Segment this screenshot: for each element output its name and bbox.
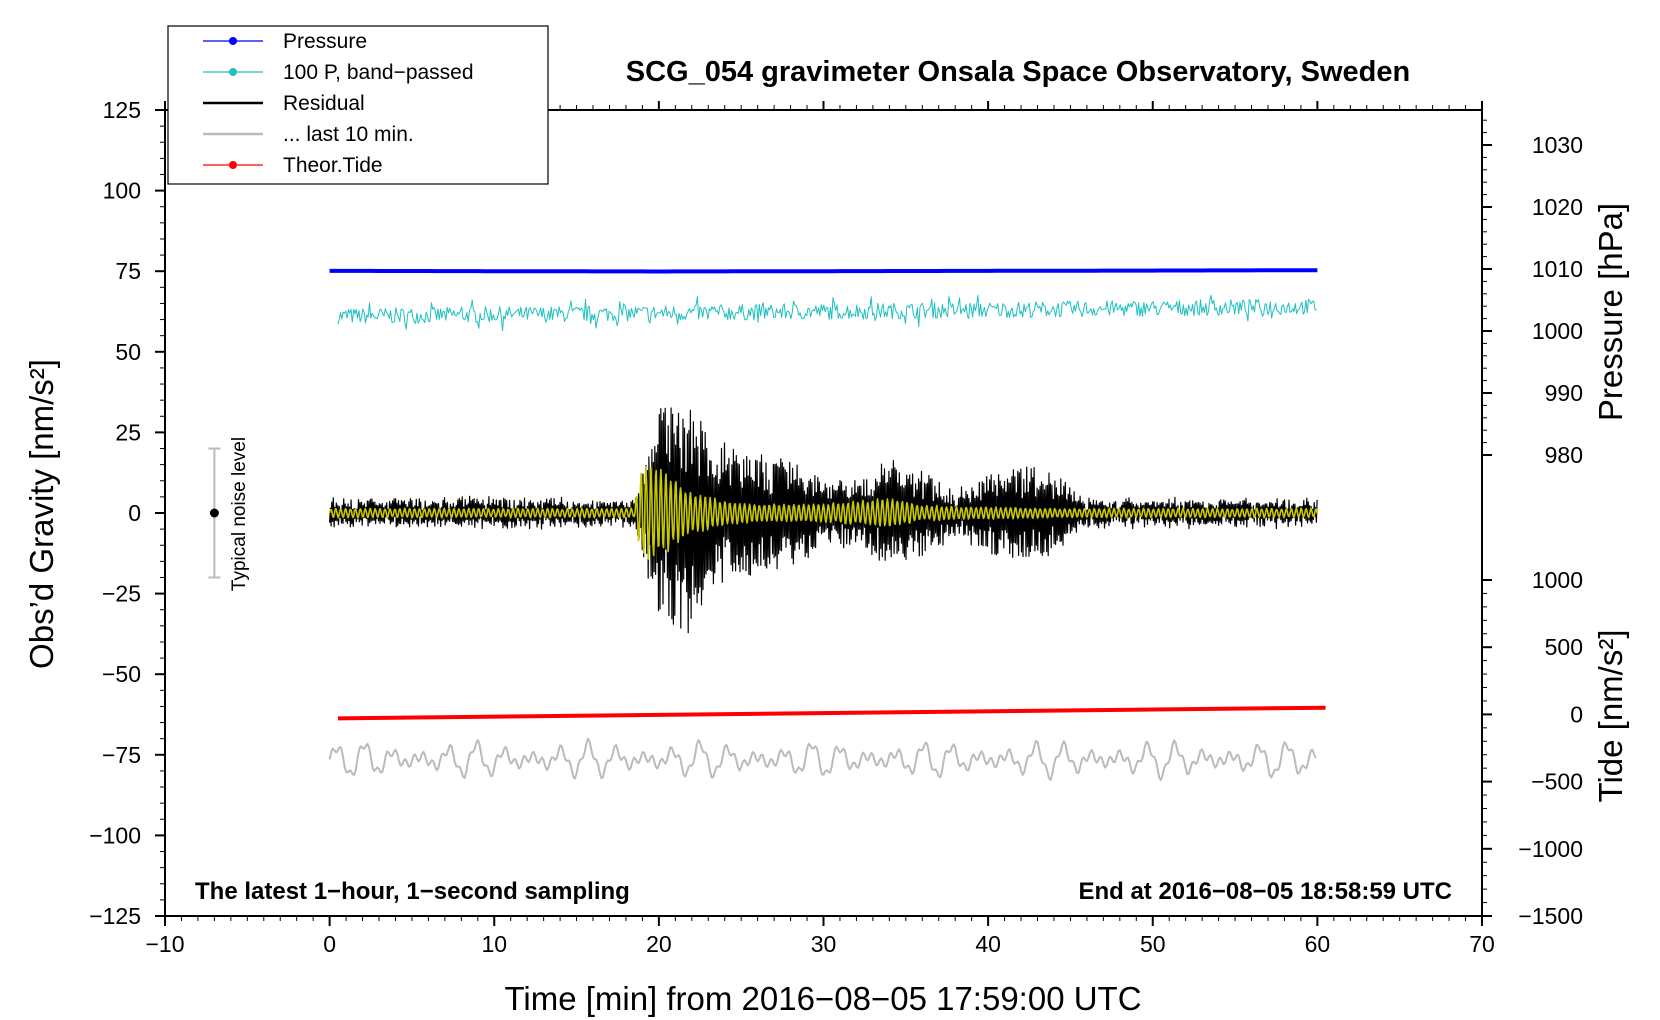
legend-marker: [229, 37, 237, 45]
series-pressure: [329, 268, 1318, 274]
y-axis-label-tide: Tide [nm/s²]: [1592, 630, 1629, 803]
pressure-tick-label: 990: [1545, 380, 1583, 406]
y-tick-label: 50: [115, 339, 141, 365]
tide-tick-label: −500: [1531, 769, 1583, 795]
legend-label: ... last 10 min.: [283, 123, 414, 146]
series-last-10-min: [328, 737, 1317, 781]
y-tick-label: 75: [115, 258, 141, 284]
x-tick-label: 30: [811, 931, 837, 957]
pressure-tick-label: 1010: [1532, 256, 1583, 282]
series-pressure-bandpassed: [337, 294, 1317, 332]
pressure-tick-label: 980: [1545, 442, 1583, 468]
noise-indicator: Typical noise level: [208, 437, 250, 591]
legend-label: Pressure: [283, 30, 367, 53]
pressure-tick-label: 1030: [1532, 132, 1583, 158]
series-theor-tide: [337, 705, 1326, 721]
x-tick-label: 70: [1469, 931, 1495, 957]
y-tick-label: 0: [128, 500, 141, 526]
tick-labels: −10 0 10 20 30 40 50 60 701251007550250−25−50−75…: [89, 97, 1583, 957]
legend: Pressure 100 P, band−passed Residual ... la…: [167, 25, 549, 185]
series-residual: [329, 407, 1318, 634]
y-tick-label: −75: [102, 742, 141, 768]
y-axis-label-pressure: Pressure [hPa]: [1592, 203, 1629, 421]
y-axis-label-gravity: Obs’d Gravity [nm/s²]: [23, 359, 60, 669]
tide-tick-label: −1000: [1518, 836, 1583, 862]
footer-left: The latest 1−hour, 1−second sampling: [195, 878, 630, 905]
noise-dot: [209, 508, 219, 518]
series-residual-filtered: [328, 465, 1319, 560]
y-tick-label: −25: [102, 581, 141, 607]
legend-marker: [229, 68, 237, 76]
pressure-tick-label: 1000: [1532, 318, 1583, 344]
noise-label: Typical noise level: [229, 437, 250, 591]
y-tick-label: 125: [103, 97, 141, 123]
x-tick-label: 20: [646, 931, 672, 957]
legend-label: Theor.Tide: [283, 154, 383, 177]
series-layer: [328, 268, 1326, 781]
x-tick-label: 40: [975, 931, 1001, 957]
y-tick-label: 25: [115, 419, 141, 445]
y-tick-label: −125: [89, 903, 141, 929]
tide-tick-label: 0: [1570, 701, 1583, 727]
y-tick-label: −50: [102, 661, 141, 687]
tide-tick-label: −1500: [1518, 903, 1583, 929]
x-tick-label: 50: [1140, 931, 1166, 957]
legend-box: [167, 25, 549, 185]
legend-label: 100 P, band−passed: [283, 61, 474, 84]
x-axis-label: Time [min] from 2016−08−05 17:59:00 UTC: [504, 980, 1141, 1017]
y-tick-label: 100: [103, 178, 141, 204]
x-tick-label: 60: [1305, 931, 1331, 957]
tide-tick-label: 1000: [1532, 567, 1583, 593]
x-tick-label: 0: [323, 931, 336, 957]
legend-marker: [229, 161, 237, 169]
x-tick-label: −10: [145, 931, 184, 957]
x-tick-label: 10: [481, 931, 507, 957]
y-tick-label: −100: [89, 822, 141, 848]
chart-title: SCG_054 gravimeter Onsala Space Observat…: [626, 56, 1410, 88]
pressure-tick-label: 1020: [1532, 194, 1583, 220]
footer-right: End at 2016−08−05 18:58:59 UTC: [1078, 878, 1452, 905]
legend-label: Residual: [283, 92, 365, 115]
tide-tick-label: 500: [1545, 634, 1583, 660]
